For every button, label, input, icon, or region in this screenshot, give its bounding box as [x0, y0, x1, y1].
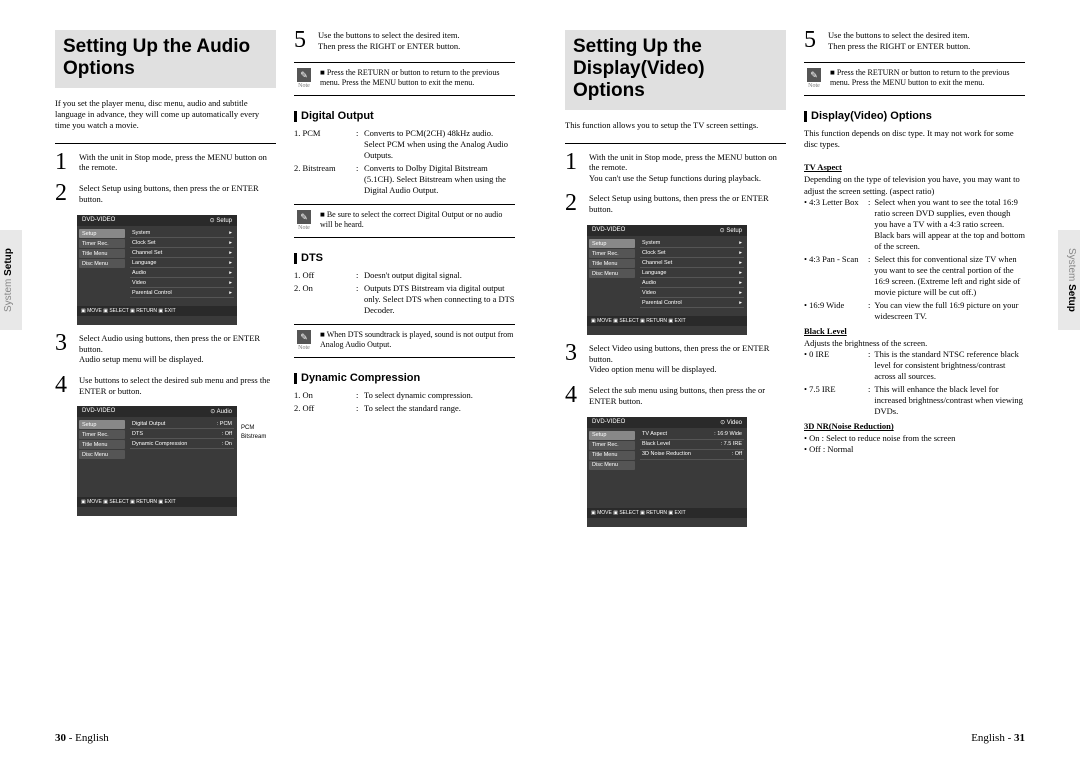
- columns: Setting Up the Display(Video) Options Th…: [565, 30, 1025, 670]
- note-return: Note Press the RETURN or button to retur…: [804, 62, 1025, 97]
- intro-text: This function allows you to setup the TV…: [565, 120, 786, 131]
- osd-setup-menu: DVD-VIDEO⊙ Setup Setup Timer Rec. Title …: [587, 225, 747, 335]
- heading-display-video: Display(Video) Options: [804, 110, 1025, 122]
- step-3: 3 Select Audio using buttons, then press…: [55, 333, 276, 365]
- note-return: Note Press the RETURN or button to retur…: [294, 62, 515, 97]
- heading-dts: DTS: [294, 252, 515, 264]
- heading-digital-output: Digital Output: [294, 110, 515, 122]
- heading-black-level: Black Level: [804, 326, 1025, 336]
- side-tab: System Setup: [0, 230, 22, 330]
- step-2: 2 Select Setup using buttons, then press…: [565, 193, 786, 215]
- step-4: 4 Select the sub menu using buttons, the…: [565, 385, 786, 407]
- page-30: System Setup Setting Up the Audio Option…: [0, 0, 540, 762]
- left-column: Setting Up the Audio Options If you set …: [55, 30, 276, 670]
- osd-setup-menu: DVD-VIDEO⊙ Setup Setup Timer Rec. Title …: [77, 215, 237, 325]
- step-4: 4 Use buttons to select the desired sub …: [55, 375, 276, 397]
- intro-text: If you set the player menu, disc menu, a…: [55, 98, 276, 131]
- dynamic-list: 1. On:To select dynamic compression. 2. …: [294, 390, 515, 413]
- osd-audio-menu: DVD-VIDEO⊙ Audio Setup Timer Rec. Title …: [77, 406, 237, 516]
- pencil-icon: Note: [804, 68, 824, 91]
- divider: [55, 143, 276, 144]
- dts-list: 1. Off:Doesn't output digital signal. 2.…: [294, 270, 515, 315]
- page-footer: English - 31: [971, 732, 1025, 744]
- left-column: Setting Up the Display(Video) Options Th…: [565, 30, 786, 670]
- page-31: System Setup Setting Up the Display(Vide…: [540, 0, 1080, 762]
- page-footer: 30 - English: [55, 732, 109, 744]
- right-column: 5 Use the buttons to select the desired …: [294, 30, 515, 670]
- pencil-icon: Note: [294, 330, 314, 353]
- step-1: 1 With the unit in Stop mode, press the …: [565, 152, 786, 184]
- digital-output-list: 1. PCM:Converts to PCM(2CH) 48kHz audio.…: [294, 128, 515, 195]
- step-3: 3 Select Video using buttons, then press…: [565, 343, 786, 375]
- divider: [565, 143, 786, 144]
- nr-list: • On : Select to reduce noise from the s…: [804, 433, 1025, 455]
- step-2: 2 Select Setup using buttons, then press…: [55, 183, 276, 205]
- heading-tv-aspect: TV Aspect: [804, 162, 1025, 172]
- pencil-icon: Note: [294, 210, 314, 233]
- side-tab: System Setup: [1058, 230, 1080, 330]
- columns: Setting Up the Audio Options If you set …: [55, 30, 515, 670]
- note-digital: Note Be sure to select the correct Digit…: [294, 204, 515, 239]
- page-title: Setting Up the Display(Video) Options: [573, 36, 778, 102]
- title-block: Setting Up the Display(Video) Options: [565, 30, 786, 110]
- heading-3d-nr: 3D NR(Noise Reduction): [804, 421, 1025, 431]
- step-1: 1 With the unit in Stop mode, press the …: [55, 152, 276, 174]
- right-column: 5 Use the buttons to select the desired …: [804, 30, 1025, 670]
- tv-aspect-list: • 4:3 Letter Box:Select when you want to…: [804, 197, 1025, 323]
- pencil-icon: Note: [294, 68, 314, 91]
- page-title: Setting Up the Audio Options: [63, 36, 268, 80]
- black-level-list: • 0 IRE:This is the standard NTSC refere…: [804, 349, 1025, 417]
- step-5: 5 Use the buttons to select the desired …: [804, 30, 1025, 52]
- osd-video-menu: DVD-VIDEO⊙ Video Setup Timer Rec. Title …: [587, 417, 747, 527]
- title-block: Setting Up the Audio Options: [55, 30, 276, 88]
- step-5: 5 Use the buttons to select the desired …: [294, 30, 515, 52]
- note-dts: Note When DTS soundtrack is played, soun…: [294, 324, 515, 359]
- heading-dynamic: Dynamic Compression: [294, 372, 515, 384]
